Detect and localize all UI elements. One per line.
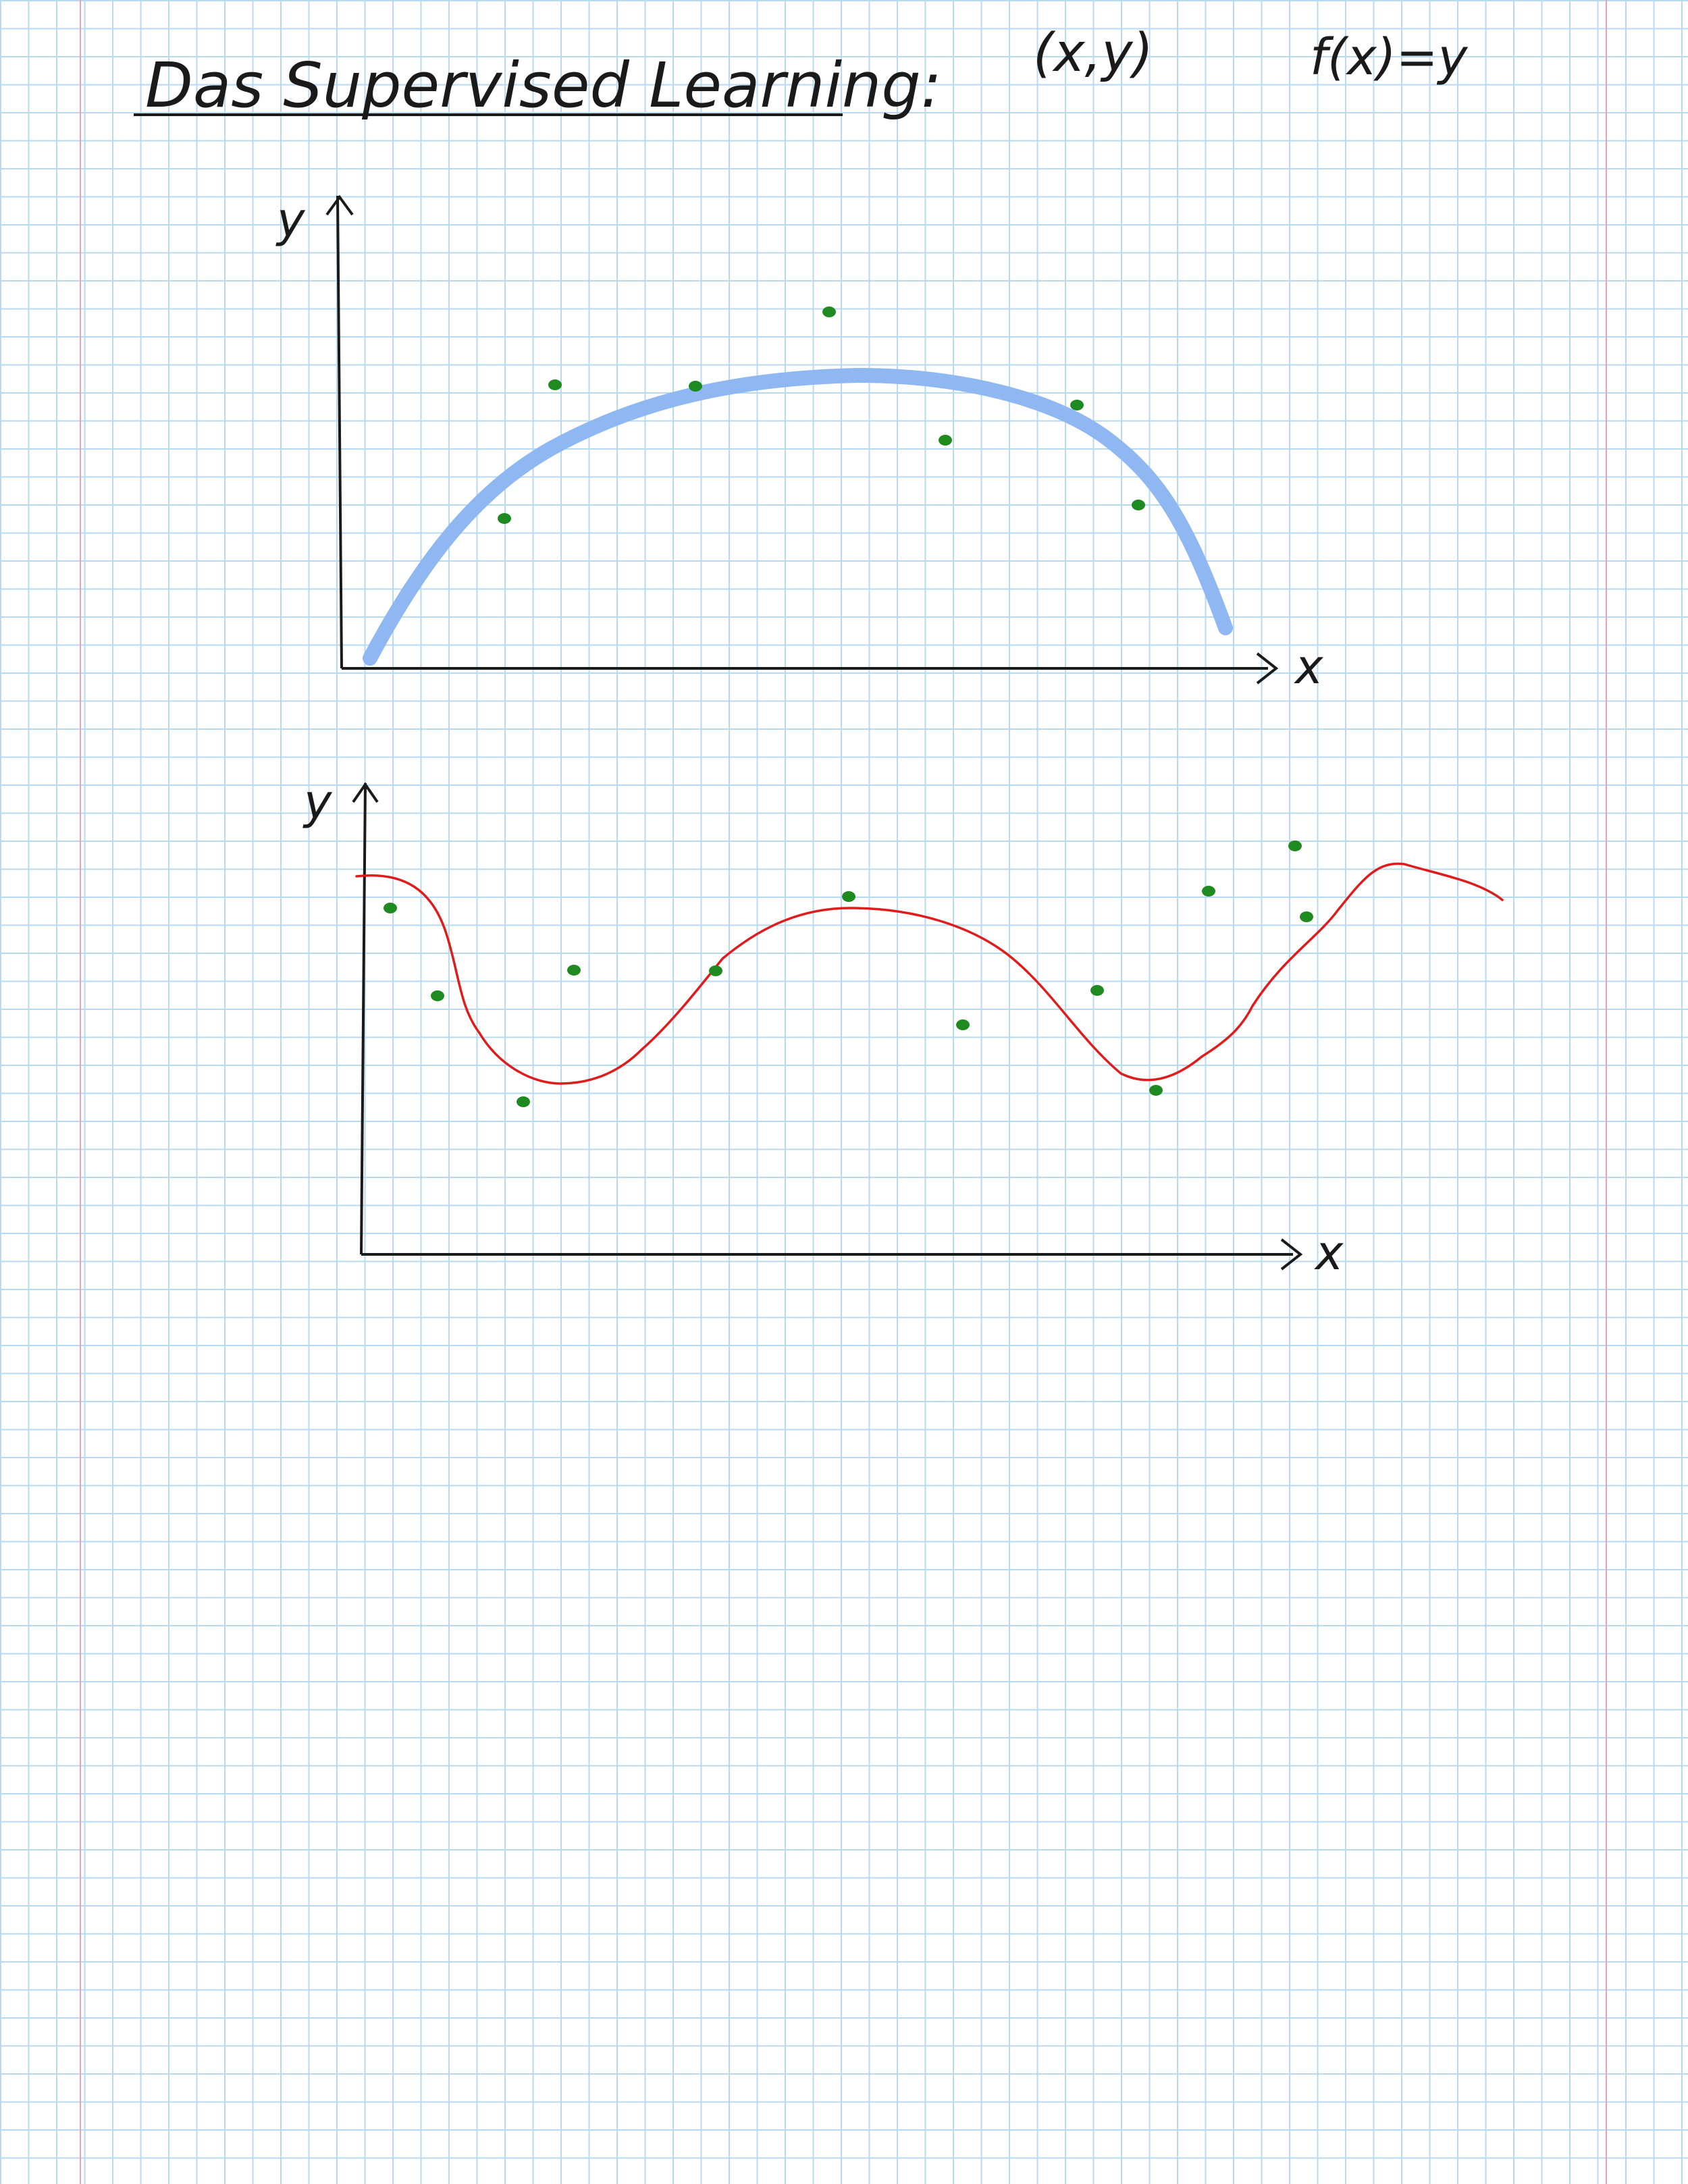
y-axis-label: y (275, 192, 306, 248)
data-point (822, 307, 836, 317)
figure-smooth-fit: y x (275, 192, 1323, 695)
data-point (1288, 841, 1302, 851)
y-axis-arrow-icon (325, 194, 354, 216)
pair-notation: (x,y) (1033, 23, 1153, 84)
x-axis-arrow-icon (1280, 1238, 1303, 1271)
y-axis-label: y (302, 774, 333, 830)
data-point (956, 1019, 970, 1030)
y-axis (336, 195, 343, 669)
x-axis-arrow-icon (1256, 652, 1279, 685)
data-point (689, 381, 702, 392)
overfit-curve (355, 862, 1504, 1085)
y-axis (360, 782, 367, 1255)
data-point (567, 965, 581, 976)
data-points-figure-1 (498, 307, 1145, 524)
data-point (498, 513, 511, 524)
data-point (548, 379, 562, 390)
data-point (709, 965, 722, 976)
y-axis-arrow-icon (352, 782, 379, 803)
data-point (1149, 1085, 1163, 1096)
data-point (1300, 911, 1313, 922)
data-points-figure-2 (384, 841, 1313, 1107)
left-margin-line (80, 0, 81, 2184)
x-axis-label: x (1294, 639, 1323, 695)
data-point (431, 990, 444, 1001)
page-title: Das Supervised Learning: (145, 49, 942, 122)
data-point (1132, 500, 1145, 510)
data-point (842, 891, 855, 902)
x-axis-label: x (1314, 1225, 1344, 1281)
data-point (384, 903, 397, 913)
figure-overfit: y x (302, 774, 1504, 1281)
data-point (1202, 886, 1215, 897)
function-notation: f(x)=y (1310, 28, 1469, 86)
smooth-fit-curve (363, 368, 1233, 666)
data-point (939, 435, 952, 446)
data-point (1070, 400, 1084, 410)
data-point (1090, 985, 1104, 996)
data-point (517, 1096, 530, 1107)
right-margin-line (1606, 0, 1607, 2184)
